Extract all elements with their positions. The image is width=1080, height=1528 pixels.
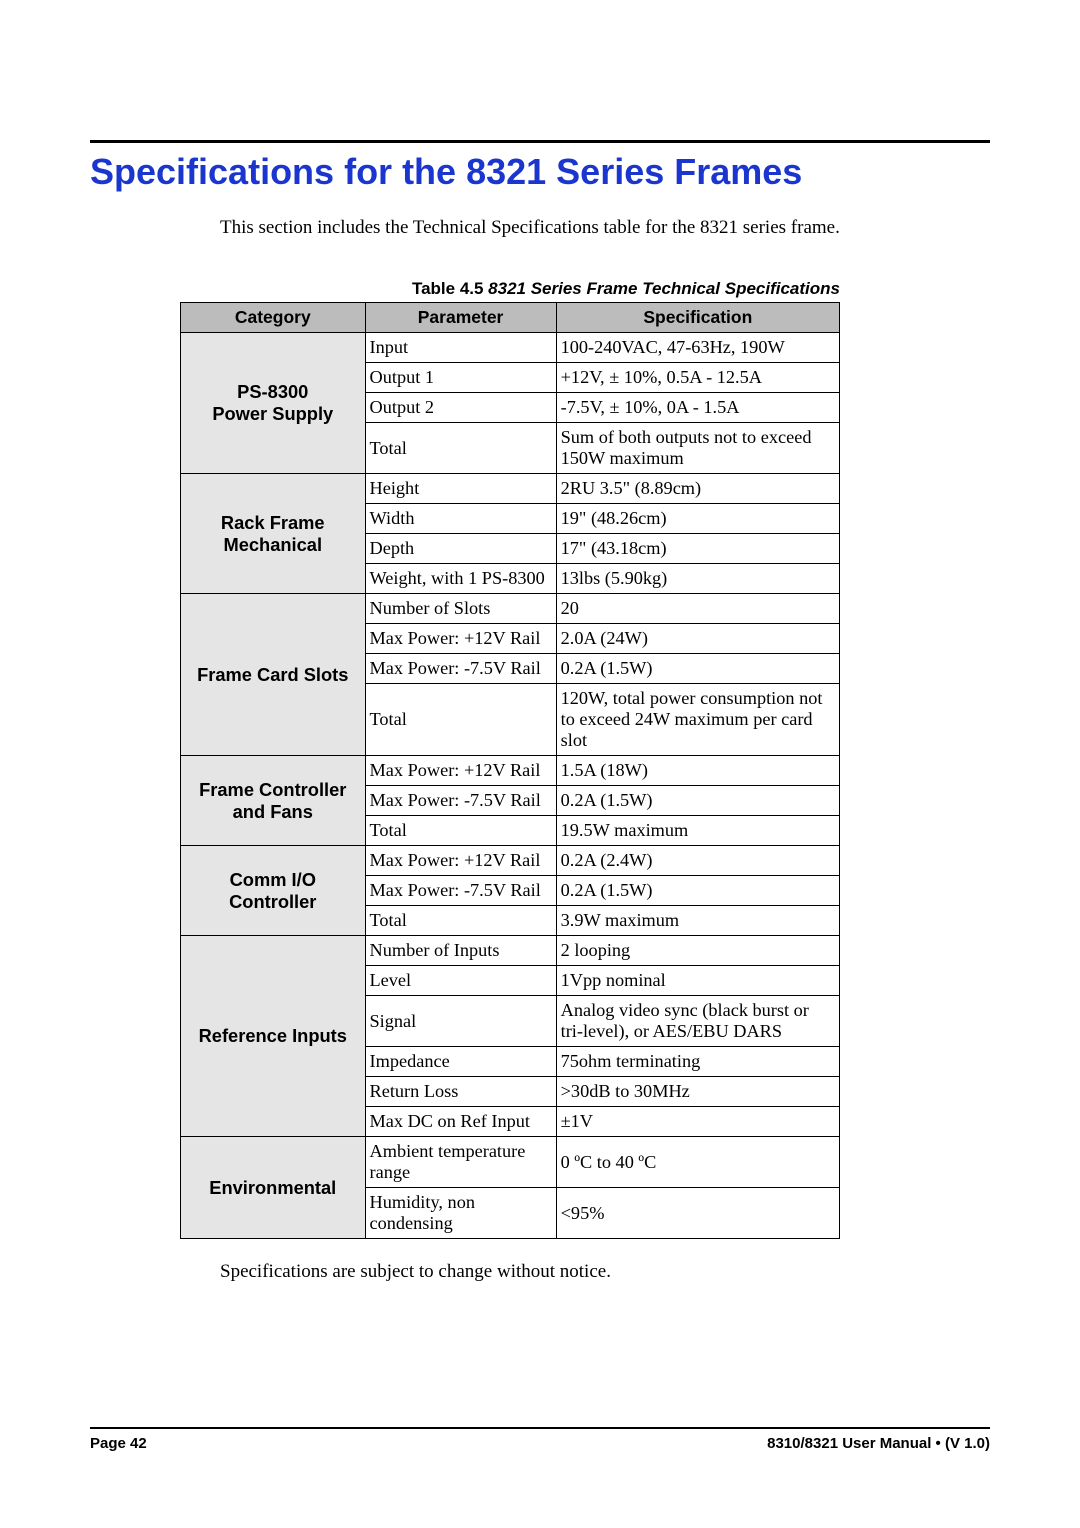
parameter-cell: Output 2 (365, 393, 556, 423)
top-rule (90, 140, 990, 143)
col-header-category: Category (181, 303, 366, 333)
parameter-cell: Max Power: -7.5V Rail (365, 876, 556, 906)
parameter-cell: Total (365, 684, 556, 756)
spec-cell: 2 looping (556, 936, 839, 966)
spec-cell: 13lbs (5.90kg) (556, 564, 839, 594)
spec-cell: -7.5V, ± 10%, 0A - 1.5A (556, 393, 839, 423)
spec-table-wrap: Category Parameter Specification PS-8300… (180, 302, 840, 1239)
table-row: Reference InputsNumber of Inputs2 loopin… (181, 936, 840, 966)
table-row: Comm I/OControllerMax Power: +12V Rail0.… (181, 846, 840, 876)
spec-cell: >30dB to 30MHz (556, 1077, 839, 1107)
category-cell: Environmental (181, 1137, 366, 1239)
table-row: PS-8300Power SupplyInput100-240VAC, 47-6… (181, 333, 840, 363)
parameter-cell: Depth (365, 534, 556, 564)
table-row: Frame Controllerand FansMax Power: +12V … (181, 756, 840, 786)
spec-cell: 2.0A (24W) (556, 624, 839, 654)
spec-cell: +12V, ± 10%, 0.5A - 12.5A (556, 363, 839, 393)
caption-prefix: Table 4.5 (412, 279, 484, 298)
parameter-cell: Ambient temperature range (365, 1137, 556, 1188)
footer-right: 8310/8321 User Manual • (V 1.0) (767, 1435, 990, 1452)
parameter-cell: Return Loss (365, 1077, 556, 1107)
after-note: Specifications are subject to change wit… (220, 1261, 990, 1283)
category-cell: Comm I/OController (181, 846, 366, 936)
category-cell: Rack FrameMechanical (181, 474, 366, 594)
parameter-cell: Number of Slots (365, 594, 556, 624)
spec-cell: ±1V (556, 1107, 839, 1137)
spec-table: Category Parameter Specification PS-8300… (180, 302, 840, 1239)
parameter-cell: Total (365, 906, 556, 936)
page: Specifications for the 8321 Series Frame… (0, 0, 1080, 1528)
spec-cell: 120W, total power consumption not to exc… (556, 684, 839, 756)
table-header-row: Category Parameter Specification (181, 303, 840, 333)
parameter-cell: Weight, with 1 PS-8300 (365, 564, 556, 594)
parameter-cell: Max Power: +12V Rail (365, 756, 556, 786)
spec-cell: Sum of both outputs not to exceed 150W m… (556, 423, 839, 474)
table-caption: Table 4.5 8321 Series Frame Technical Sp… (90, 279, 840, 299)
col-header-specification: Specification (556, 303, 839, 333)
category-cell: PS-8300Power Supply (181, 333, 366, 474)
parameter-cell: Impedance (365, 1047, 556, 1077)
parameter-cell: Max Power: +12V Rail (365, 624, 556, 654)
table-row: EnvironmentalAmbient temperature range0 … (181, 1137, 840, 1188)
caption-rest: 8321 Series Frame Technical Specificatio… (483, 279, 840, 298)
parameter-cell: Max DC on Ref Input (365, 1107, 556, 1137)
parameter-cell: Humidity, non condensing (365, 1188, 556, 1239)
spec-cell: Analog video sync (black burst or tri-le… (556, 996, 839, 1047)
table-row: Frame Card SlotsNumber of Slots20 (181, 594, 840, 624)
footer-left: Page 42 (90, 1435, 147, 1452)
spec-cell: 2RU 3.5" (8.89cm) (556, 474, 839, 504)
spec-cell: 75ohm terminating (556, 1047, 839, 1077)
table-row: Rack FrameMechanicalHeight2RU 3.5" (8.89… (181, 474, 840, 504)
spec-cell: 17" (43.18cm) (556, 534, 839, 564)
spec-cell: 19.5W maximum (556, 816, 839, 846)
category-cell: Frame Controllerand Fans (181, 756, 366, 846)
parameter-cell: Max Power: -7.5V Rail (365, 786, 556, 816)
spec-cell: <95% (556, 1188, 839, 1239)
parameter-cell: Input (365, 333, 556, 363)
page-title: Specifications for the 8321 Series Frame… (90, 151, 990, 193)
parameter-cell: Level (365, 966, 556, 996)
parameter-cell: Max Power: +12V Rail (365, 846, 556, 876)
parameter-cell: Signal (365, 996, 556, 1047)
parameter-cell: Total (365, 816, 556, 846)
parameter-cell: Max Power: -7.5V Rail (365, 654, 556, 684)
footer-rule (90, 1427, 990, 1429)
spec-cell: 20 (556, 594, 839, 624)
col-header-parameter: Parameter (365, 303, 556, 333)
spec-cell: 3.9W maximum (556, 906, 839, 936)
parameter-cell: Total (365, 423, 556, 474)
spec-cell: 100-240VAC, 47-63Hz, 190W (556, 333, 839, 363)
spec-cell: 0.2A (1.5W) (556, 654, 839, 684)
spec-cell: 1.5A (18W) (556, 756, 839, 786)
parameter-cell: Number of Inputs (365, 936, 556, 966)
parameter-cell: Height (365, 474, 556, 504)
spec-cell: 0.2A (1.5W) (556, 876, 839, 906)
spec-cell: 1Vpp nominal (556, 966, 839, 996)
spec-cell: 0 ºC to 40 ºC (556, 1137, 839, 1188)
spec-cell: 0.2A (2.4W) (556, 846, 839, 876)
category-cell: Reference Inputs (181, 936, 366, 1137)
spec-cell: 0.2A (1.5W) (556, 786, 839, 816)
spec-cell: 19" (48.26cm) (556, 504, 839, 534)
parameter-cell: Output 1 (365, 363, 556, 393)
footer-line: Page 42 8310/8321 User Manual • (V 1.0) (90, 1435, 990, 1452)
intro-text: This section includes the Technical Spec… (220, 217, 990, 239)
parameter-cell: Width (365, 504, 556, 534)
page-footer: Page 42 8310/8321 User Manual • (V 1.0) (90, 1427, 990, 1452)
category-cell: Frame Card Slots (181, 594, 366, 756)
